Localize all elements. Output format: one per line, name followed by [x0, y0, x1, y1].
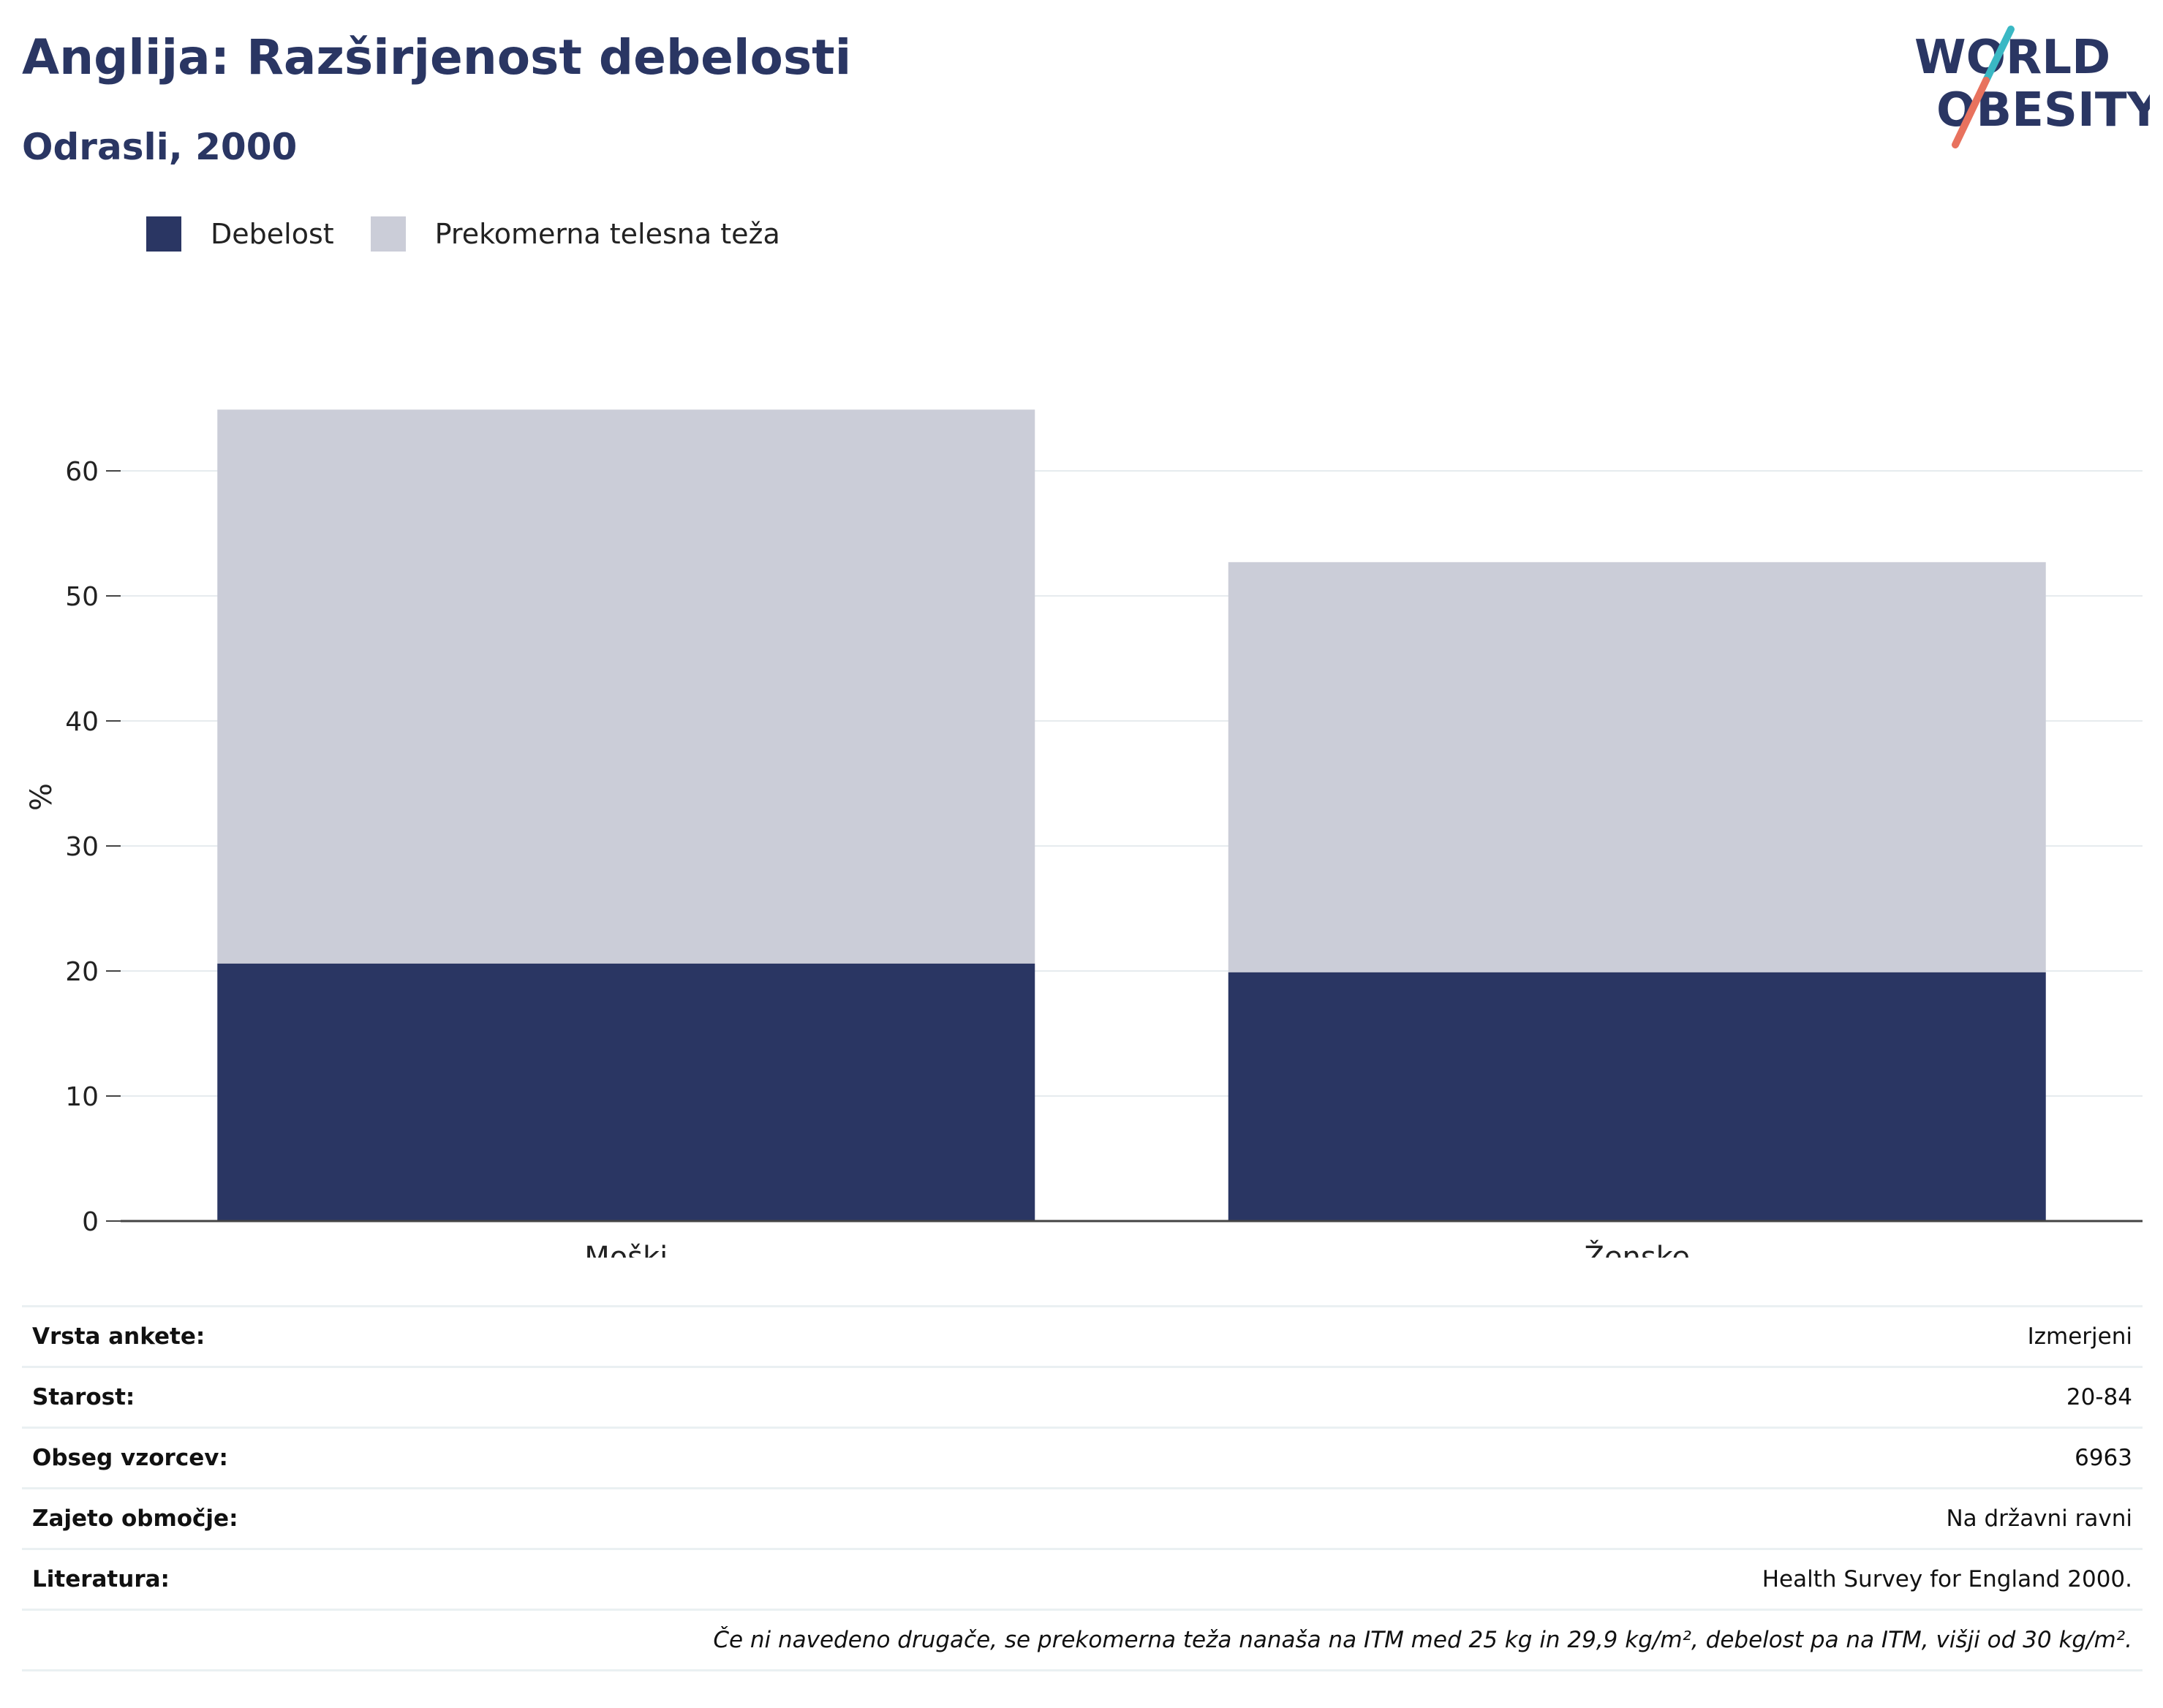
legend-label-debelost: Debelost — [211, 218, 334, 250]
logo-slash-coral — [1952, 77, 1990, 148]
info-key: Zajeto območje: — [22, 1487, 800, 1549]
bar-debelost-moski[interactable] — [217, 963, 1035, 1221]
y-tick-label-10: 10 — [65, 1082, 99, 1112]
world-obesity-logo: WORLD OBESITY — [1914, 26, 2150, 148]
info-key: Starost: — [22, 1366, 800, 1428]
bar-prekomerna-zenske[interactable] — [1228, 562, 2046, 972]
logo-line-1: WORLD — [1914, 31, 2110, 85]
info-value: Na državni ravni — [799, 1487, 2143, 1549]
chart-subtitle: Odrasli, 2000 — [22, 126, 298, 168]
chart-legend: Debelost Prekomerna telesna teža — [146, 216, 817, 252]
info-value: Izmerjeni — [799, 1305, 2143, 1367]
y-tick-label-40: 40 — [65, 707, 99, 737]
info-note-row: Če ni navedeno drugače, se prekomerna te… — [22, 1609, 2143, 1671]
chart-title: Anglija: Razširjenost debelosti — [22, 29, 852, 86]
y-tick-label-60: 60 — [65, 457, 99, 487]
info-key: Obseg vzorcev: — [22, 1427, 800, 1489]
info-row: Vrsta ankete: Izmerjeni — [22, 1305, 2143, 1367]
info-row: Obseg vzorcev: 6963 — [22, 1427, 2143, 1489]
y-tick-label-20: 20 — [65, 957, 99, 987]
y-axis-label: % — [25, 783, 58, 811]
info-row: Zajeto območje: Na državni ravni — [22, 1487, 2143, 1549]
definition-note: Če ni navedeno drugače, se prekomerna te… — [22, 1609, 2143, 1671]
y-tick-label-50: 50 — [65, 582, 99, 612]
legend-swatch-debelost — [146, 216, 181, 252]
info-key: Literatura: — [22, 1548, 800, 1610]
info-row: Starost: 20-84 — [22, 1366, 2143, 1428]
x-tick-label-moski: Moški — [584, 1241, 668, 1258]
logo-slash-teal — [1982, 26, 2015, 84]
legend-item-debelost[interactable]: Debelost — [146, 216, 334, 252]
info-value: Health Survey for England 2000. — [799, 1548, 2143, 1610]
y-tick-label-0: 0 — [82, 1207, 99, 1237]
info-row: Literatura: Health Survey for England 200… — [22, 1548, 2143, 1610]
stacked-bar-chart: 0 10 20 30 40 50 60% Moški Ženske — [25, 409, 2143, 1258]
legend-label-prekomerna: Prekomerna telesna teža — [434, 218, 780, 250]
info-value: 6963 — [799, 1427, 2143, 1489]
info-key: Vrsta ankete: — [22, 1305, 800, 1367]
survey-info-table: Vrsta ankete: Izmerjeni Starost: 20-84 Obseg… — [22, 1305, 2143, 1671]
x-tick-label-zenske: Ženske — [1584, 1239, 1690, 1258]
y-tick-label-30: 30 — [65, 832, 99, 862]
bar-debelost-zenske[interactable] — [1228, 972, 2046, 1221]
legend-item-prekomerna[interactable]: Prekomerna telesna teža — [370, 216, 780, 252]
legend-swatch-prekomerna — [370, 216, 406, 252]
bar-prekomerna-moski[interactable] — [217, 409, 1035, 964]
info-value: 20-84 — [799, 1366, 2143, 1428]
